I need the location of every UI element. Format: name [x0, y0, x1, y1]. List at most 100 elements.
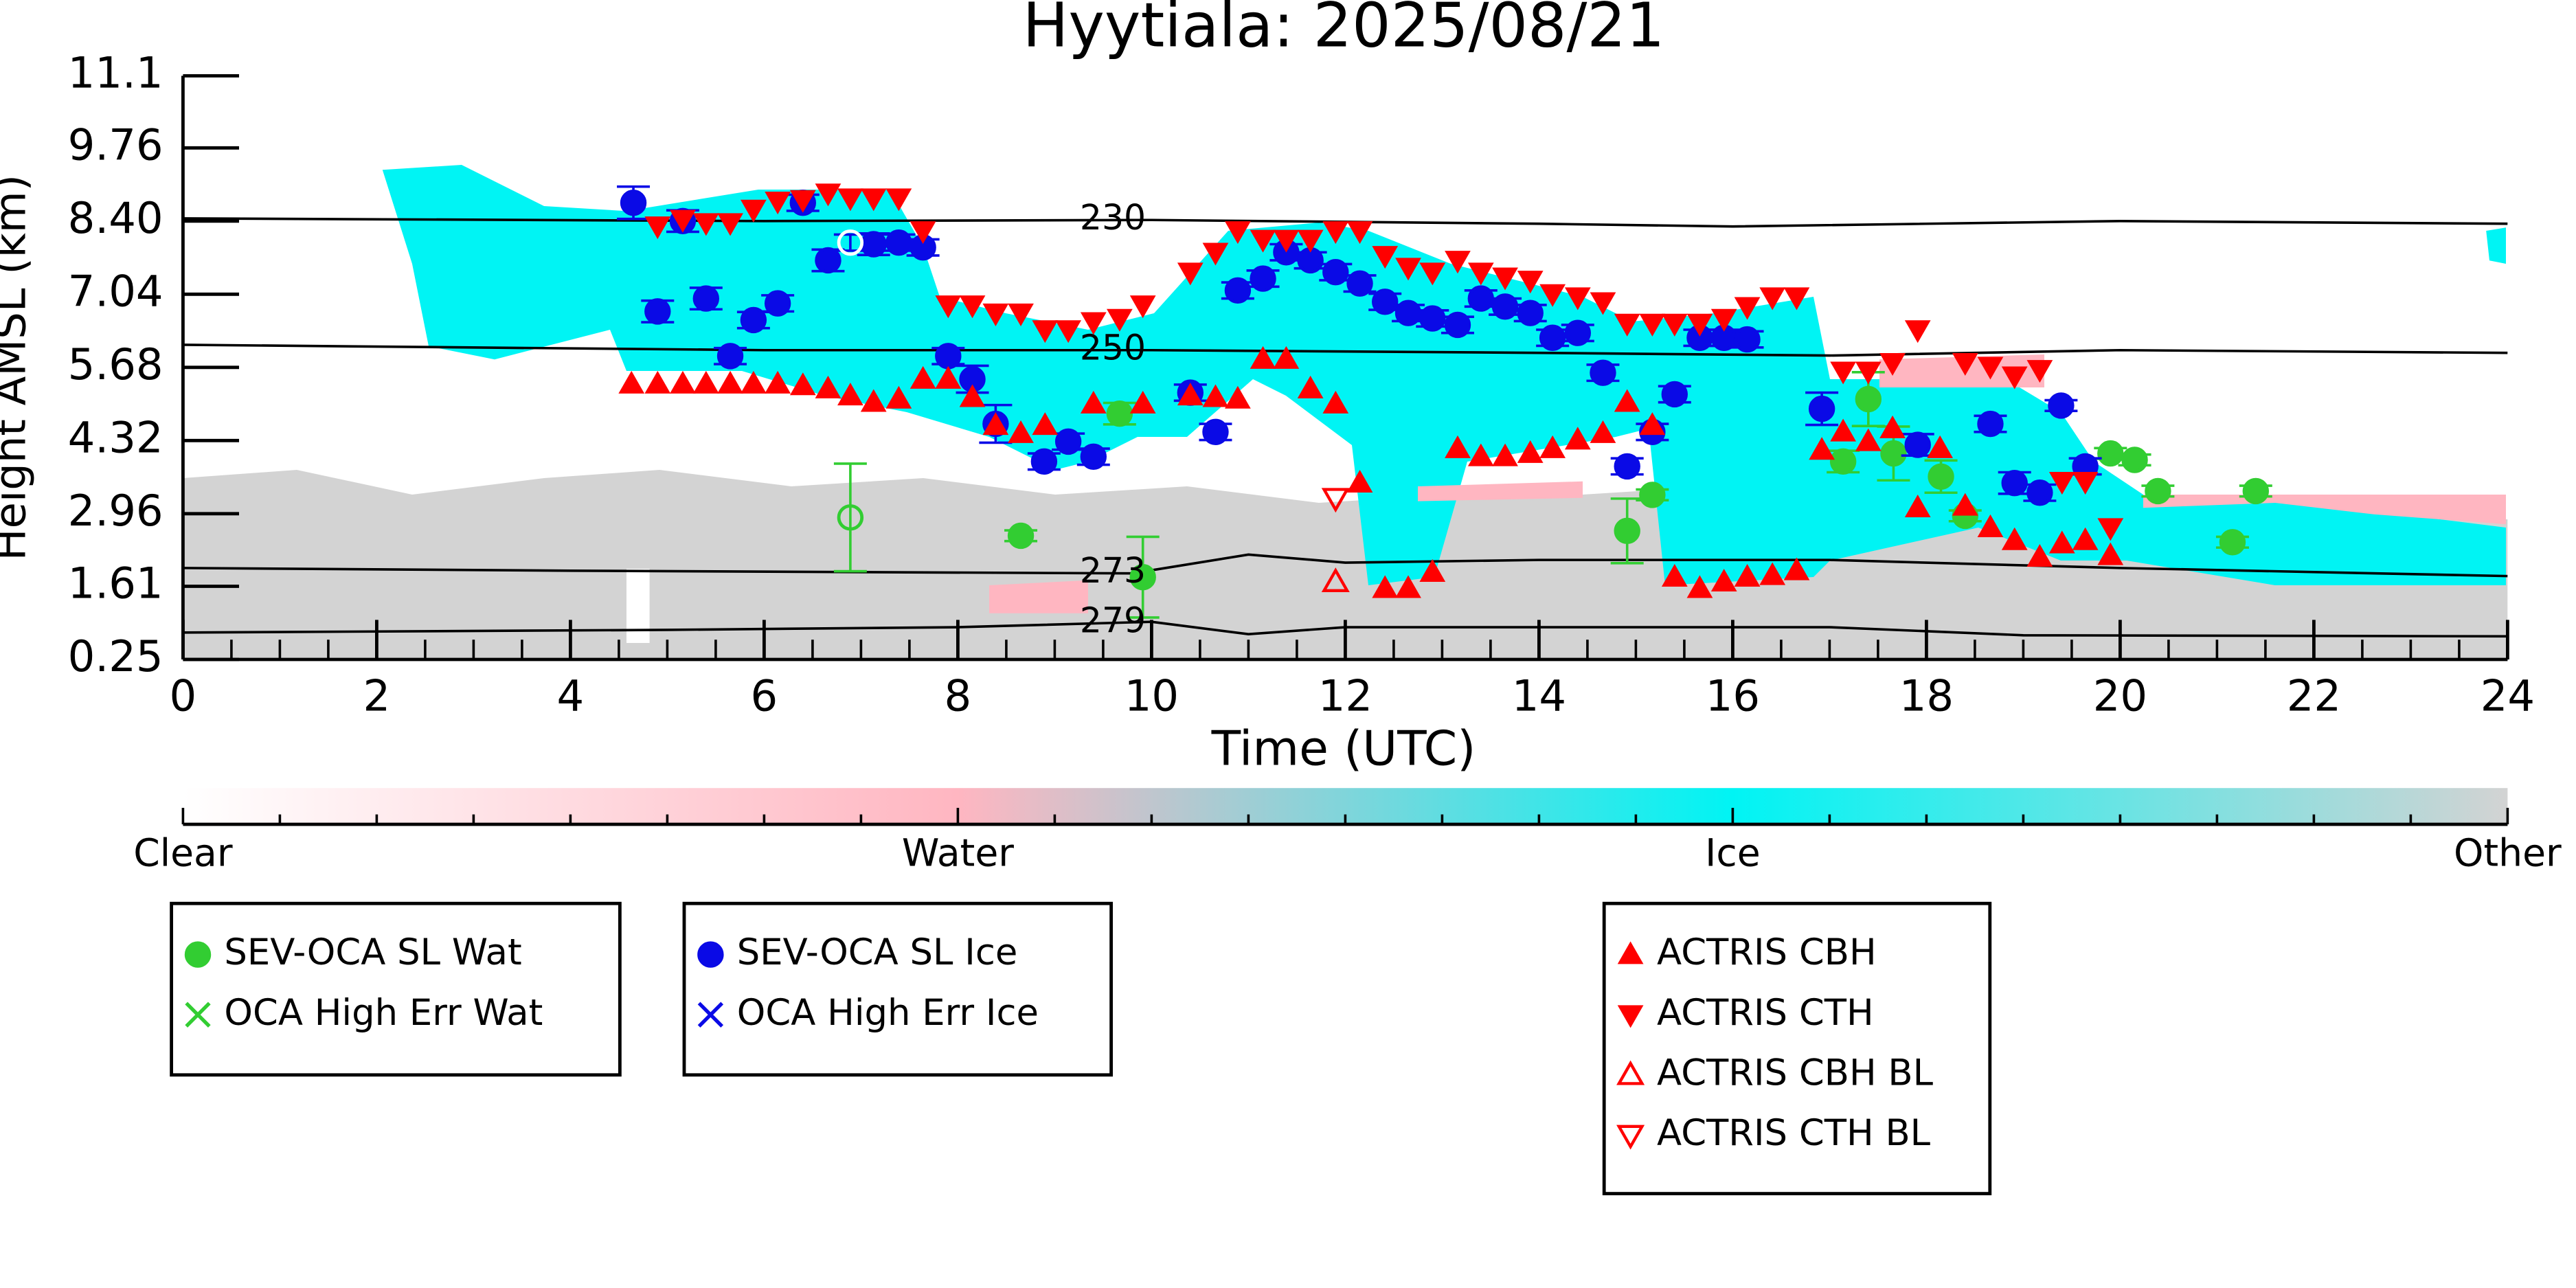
marker — [697, 941, 724, 968]
marker — [885, 188, 912, 212]
marker — [1590, 359, 1616, 386]
marker — [1445, 435, 1471, 458]
legend-label: ACTRIS CTH — [1657, 992, 1874, 1034]
y-tick-label: 7.04 — [68, 266, 163, 316]
marker — [692, 285, 719, 312]
marker — [1372, 289, 1399, 315]
marker — [2026, 544, 2053, 567]
marker — [1030, 448, 1058, 475]
chart-title: Hyytiala: 2025/08/21 — [1023, 0, 1665, 61]
marker — [1855, 361, 1882, 385]
marker — [1297, 229, 1324, 253]
marker — [670, 370, 696, 394]
contour-line — [183, 343, 2508, 357]
marker — [1614, 389, 1640, 412]
marker — [1322, 390, 1349, 414]
marker — [1616, 1060, 1645, 1085]
marker — [1564, 319, 1591, 346]
marker — [1394, 300, 1422, 326]
marker — [1977, 357, 2004, 380]
marker — [1590, 420, 1616, 443]
y-tick-label: 9.76 — [68, 120, 163, 170]
marker — [1395, 575, 1421, 598]
marker — [1808, 395, 1835, 422]
marker — [1322, 259, 1349, 286]
marker — [1129, 563, 1156, 591]
y-tick-label: 5.68 — [68, 339, 163, 389]
marker — [1419, 305, 1446, 332]
marker — [860, 231, 887, 258]
marker — [1564, 427, 1591, 450]
marker — [935, 343, 962, 370]
marker — [909, 221, 936, 245]
contour-line — [183, 217, 2508, 228]
marker — [1855, 385, 1882, 413]
marker — [1129, 390, 1156, 414]
marker — [1444, 311, 1471, 339]
y-tick-label: 11.1 — [68, 47, 163, 98]
marker — [1734, 297, 1761, 320]
legend-label: ACTRIS CBH BL — [1657, 1052, 1934, 1094]
marker — [1879, 352, 1906, 376]
marker — [1322, 221, 1349, 245]
marker — [2026, 479, 2053, 506]
marker — [1467, 262, 1494, 286]
marker — [789, 190, 816, 213]
marker — [741, 199, 767, 223]
marker — [1225, 221, 1251, 245]
legend-label: ACTRIS CTH BL — [1657, 1112, 1931, 1154]
marker — [1491, 293, 1519, 320]
marker — [1054, 428, 1082, 455]
marker — [1783, 287, 1810, 310]
marker — [1734, 326, 1761, 353]
marker — [1224, 277, 1252, 304]
marker — [765, 192, 791, 215]
plot-area — [183, 183, 2508, 638]
marker — [1928, 463, 1954, 490]
marker — [1346, 270, 1373, 297]
contour-label: 279 — [1080, 600, 1146, 640]
marker — [1250, 265, 1276, 292]
marker — [1539, 284, 1566, 307]
marker — [837, 504, 864, 531]
error-bar — [833, 233, 867, 252]
y-tick-label: 4.32 — [68, 412, 163, 462]
y-axis-label: Height AMSL (km) — [0, 174, 35, 561]
marker — [1445, 251, 1471, 274]
marker — [2072, 472, 2099, 495]
marker — [1225, 385, 1251, 409]
marker — [1614, 453, 1640, 480]
marker — [1617, 941, 1644, 964]
contour-line — [183, 553, 2508, 578]
contour-label: 273 — [1080, 550, 1146, 591]
marker — [644, 216, 671, 240]
marker — [982, 303, 1009, 326]
marker — [692, 213, 719, 236]
ice-region — [2486, 227, 2506, 264]
marker — [885, 229, 912, 256]
marker — [1639, 412, 1666, 436]
marker — [1809, 437, 1835, 460]
marker — [764, 290, 791, 317]
marker — [1467, 443, 1494, 466]
marker — [837, 229, 864, 256]
marker — [717, 370, 743, 394]
error-bar — [833, 462, 867, 573]
marker — [1492, 267, 1518, 291]
marker — [2145, 477, 2171, 505]
marker — [1032, 412, 1059, 436]
cloud-phase-field — [183, 165, 2508, 659]
marker — [1346, 469, 1373, 493]
marker — [1759, 287, 1786, 310]
clear-gap — [626, 569, 650, 643]
marker — [789, 372, 816, 396]
marker — [1590, 292, 1616, 315]
marker — [1686, 575, 1713, 598]
marker — [2097, 518, 2124, 541]
legend-label: ACTRIS CBH — [1657, 931, 1877, 973]
marker — [1321, 567, 1350, 593]
marker — [1129, 295, 1156, 319]
x-tick-label: 22 — [2287, 671, 2341, 721]
marker — [837, 383, 863, 406]
marker — [1032, 320, 1059, 343]
